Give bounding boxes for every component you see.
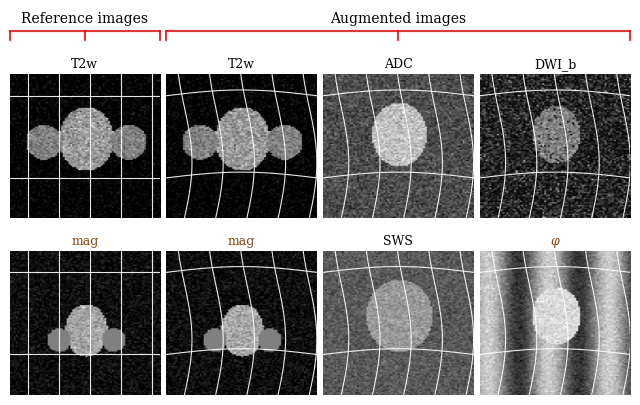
Text: Reference images: Reference images [21,13,148,26]
Text: φ: φ [551,234,559,247]
Text: ADC: ADC [384,58,413,71]
Text: T2w: T2w [228,58,255,71]
Text: SWS: SWS [383,234,413,247]
Text: mag: mag [71,234,99,247]
Text: T2w: T2w [71,58,99,71]
Text: DWI_b: DWI_b [534,58,577,71]
Text: Augmented images: Augmented images [330,13,467,26]
Text: mag: mag [228,234,255,247]
